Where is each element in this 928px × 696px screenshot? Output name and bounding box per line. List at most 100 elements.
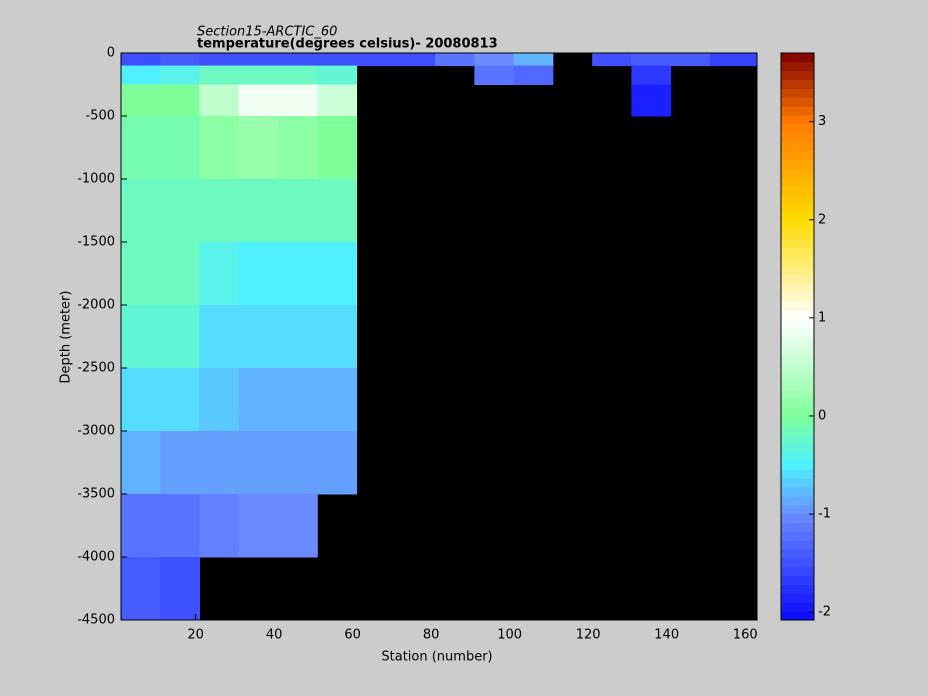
heatmap-cell bbox=[317, 242, 358, 306]
heatmap-cell bbox=[121, 305, 161, 369]
colorbar-step bbox=[781, 487, 814, 497]
heatmap-cell bbox=[278, 179, 318, 243]
colorbar-step bbox=[781, 327, 814, 337]
heatmap-cell bbox=[160, 242, 201, 306]
colorbar-step bbox=[781, 115, 814, 125]
heatmap-cell bbox=[160, 557, 201, 621]
colorbar-step bbox=[781, 256, 814, 267]
colorbar-tick-label: 0 bbox=[818, 408, 826, 423]
heatmap-cell bbox=[199, 305, 240, 369]
x-tick-label: 20 bbox=[187, 628, 204, 643]
heatmap-cell bbox=[121, 179, 161, 243]
heatmap-cell bbox=[160, 179, 201, 243]
colorbar-step bbox=[781, 185, 814, 196]
heatmap-cell bbox=[160, 494, 201, 558]
heatmap-cell bbox=[278, 65, 318, 85]
colorbar-step bbox=[781, 549, 814, 559]
colorbar-step bbox=[781, 168, 814, 178]
heatmap-cell bbox=[238, 431, 279, 495]
x-tick-label: 100 bbox=[497, 628, 522, 643]
heatmap-cell bbox=[278, 368, 318, 432]
colorbar-step bbox=[781, 70, 814, 81]
colorbar-step bbox=[781, 513, 814, 524]
heatmap-cell bbox=[592, 53, 632, 67]
colorbar-step bbox=[781, 557, 814, 568]
colorbar-step bbox=[781, 425, 814, 435]
colorbar-step bbox=[781, 123, 814, 134]
y-tick-label: -2000 bbox=[77, 298, 115, 313]
colorbar-tick-label: -1 bbox=[818, 507, 831, 522]
colorbar-step bbox=[781, 442, 814, 453]
colorbar-step bbox=[781, 274, 814, 284]
y-tick-label: -2500 bbox=[77, 361, 115, 376]
heatmap-cell bbox=[278, 53, 318, 67]
colorbar-tick-label: -2 bbox=[818, 605, 831, 620]
heatmap-cell bbox=[631, 84, 672, 117]
colorbar-step bbox=[781, 97, 814, 107]
colorbar-step bbox=[781, 522, 814, 532]
chart-subtitle: temperature(degrees celsius)- 20080813 bbox=[197, 37, 498, 52]
heatmap-cell bbox=[121, 242, 161, 306]
heatmap-cell bbox=[199, 431, 240, 495]
heatmap-cell bbox=[199, 53, 240, 67]
colorbar-step bbox=[781, 602, 814, 612]
heatmap-cell bbox=[238, 65, 279, 85]
colorbar-step bbox=[781, 363, 814, 373]
colorbar-step bbox=[781, 247, 814, 258]
colorbar-step bbox=[781, 301, 814, 311]
heatmap-cell bbox=[317, 84, 358, 117]
colorbar-tick-label: 1 bbox=[818, 310, 826, 325]
colorbar-step bbox=[781, 478, 814, 488]
colorbar-step bbox=[781, 451, 814, 462]
heatmap-cell bbox=[513, 53, 554, 67]
heatmap-cell bbox=[278, 494, 318, 558]
colorbar-step bbox=[781, 504, 814, 515]
colorbar-step bbox=[781, 309, 814, 320]
heatmap-cell bbox=[631, 53, 672, 67]
heatmap-cell bbox=[631, 65, 672, 85]
colorbar-step bbox=[781, 106, 814, 116]
heatmap-cell bbox=[278, 305, 318, 369]
colorbar-frame bbox=[780, 52, 815, 621]
colorbar-step bbox=[781, 398, 814, 408]
colorbar-step bbox=[781, 132, 814, 143]
colorbar-step bbox=[781, 469, 814, 479]
heatmap-cell bbox=[160, 65, 201, 85]
heatmap-cell bbox=[121, 557, 161, 621]
heatmap-cell bbox=[317, 305, 358, 369]
colorbar-step bbox=[781, 177, 814, 187]
colorbar-step bbox=[781, 584, 814, 594]
heatmap-cell bbox=[278, 431, 318, 495]
heatmap-cell bbox=[199, 65, 240, 85]
colorbar-step bbox=[781, 212, 814, 222]
colorbar-step bbox=[781, 575, 814, 586]
x-axis-label: Station (number) bbox=[381, 650, 492, 665]
y-tick-label: -1500 bbox=[77, 235, 115, 250]
heatmap-cell bbox=[160, 116, 201, 180]
colorbar-step bbox=[781, 380, 814, 391]
x-tick-label: 60 bbox=[344, 628, 361, 643]
colorbar-step bbox=[781, 230, 814, 240]
heatmap-cell bbox=[317, 53, 358, 67]
heatmap-cell bbox=[199, 84, 240, 117]
heatmap-cell bbox=[238, 242, 279, 306]
heatmap-cell bbox=[199, 116, 240, 180]
heatmap-cell bbox=[317, 116, 358, 180]
x-tick-label: 160 bbox=[733, 628, 758, 643]
heatmap-cell bbox=[199, 179, 240, 243]
heatmap-cell bbox=[317, 368, 358, 432]
colorbar-step bbox=[781, 292, 814, 302]
colorbar-step bbox=[781, 540, 814, 550]
colorbar-step bbox=[781, 265, 814, 275]
colorbar-step bbox=[781, 61, 814, 72]
heatmap-cell bbox=[160, 368, 201, 432]
heatmap-cell bbox=[395, 53, 436, 67]
heatmap-cell bbox=[317, 65, 358, 85]
heatmap-cell bbox=[238, 179, 279, 243]
colorbar-step bbox=[781, 495, 814, 506]
y-tick-label: -1000 bbox=[77, 172, 115, 187]
colorbar-step bbox=[781, 239, 814, 249]
colorbar-step bbox=[781, 593, 814, 603]
colorbar-step bbox=[781, 203, 814, 213]
